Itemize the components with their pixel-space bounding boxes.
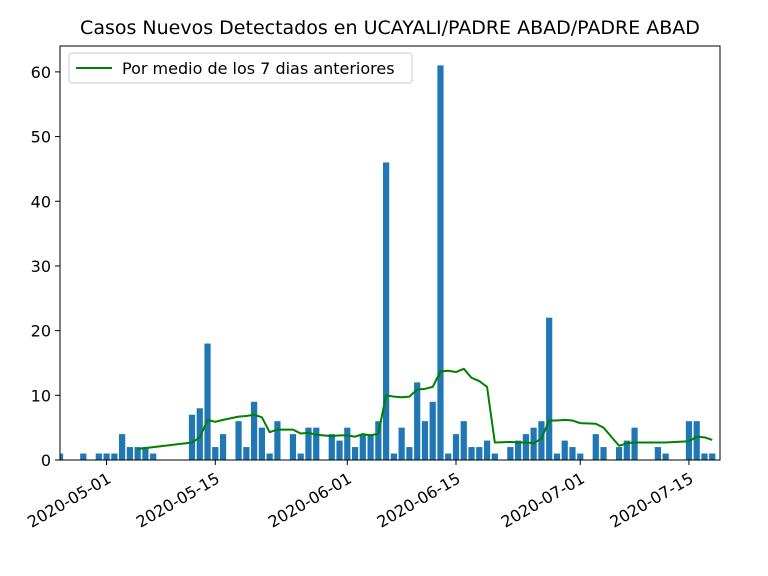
legend-box <box>68 52 413 84</box>
bar <box>546 317 553 460</box>
bar <box>80 453 87 460</box>
bar <box>344 427 351 460</box>
chart-title: Casos Nuevos Detectados en UCAYALI/PADRE… <box>80 17 700 39</box>
bar <box>468 447 475 460</box>
bar <box>119 434 126 460</box>
bar <box>709 453 716 460</box>
bar <box>297 453 304 460</box>
y-tick-label: 50 <box>31 128 51 147</box>
bar <box>398 427 405 460</box>
bar <box>134 447 141 460</box>
bar <box>313 427 320 460</box>
bar <box>351 447 359 460</box>
bar <box>359 434 366 460</box>
legend-label: Por medio de los 7 dias anteriores <box>122 59 395 78</box>
bar <box>235 421 242 460</box>
bar <box>662 453 669 460</box>
bar <box>103 453 110 460</box>
x-tick-label: 2020-06-15 <box>374 469 464 532</box>
bar <box>274 421 281 460</box>
y-tick-label: 60 <box>31 63 51 82</box>
bar <box>126 447 133 460</box>
bar <box>60 453 64 460</box>
bar <box>204 343 211 460</box>
bar <box>569 447 576 460</box>
line-group <box>137 367 713 450</box>
bar <box>219 434 227 460</box>
bar <box>553 453 561 460</box>
bar <box>390 453 397 460</box>
bar <box>693 421 700 460</box>
y-tick-label: 0 <box>41 451 51 470</box>
bar <box>437 65 444 460</box>
bar <box>452 434 460 460</box>
bar <box>515 440 522 460</box>
bar <box>328 434 335 460</box>
bar <box>460 421 467 460</box>
bar <box>212 447 219 460</box>
bar <box>491 453 498 460</box>
x-tick-label: 2020-06-01 <box>265 469 355 532</box>
y-tick-label: 30 <box>31 257 51 276</box>
legend: Por medio de los 7 dias anteriores <box>68 52 413 84</box>
bar <box>258 427 265 460</box>
bar <box>631 427 638 460</box>
x-tick-label: 2020-07-01 <box>498 469 588 532</box>
bar <box>483 440 491 460</box>
bar <box>414 382 421 460</box>
bar <box>266 453 273 460</box>
bar <box>243 447 250 460</box>
bar <box>406 447 413 460</box>
bar <box>305 427 312 460</box>
bar <box>522 434 529 460</box>
bar <box>95 453 102 460</box>
y-tick-label: 20 <box>31 322 51 341</box>
bar <box>623 440 630 460</box>
bar <box>336 440 343 460</box>
bar <box>429 401 436 460</box>
bar <box>476 447 483 460</box>
bar <box>701 453 708 460</box>
x-tick-label: 2020-07-15 <box>607 469 697 532</box>
bar <box>592 434 599 460</box>
bar <box>600 447 607 460</box>
bar <box>561 440 568 460</box>
bar <box>538 421 545 460</box>
x-axis: 2020-05-01 2020-05-15 2020-06-01 2020-06-15… <box>24 460 697 532</box>
bar <box>421 421 429 460</box>
x-tick-label: 2020-05-15 <box>133 469 223 532</box>
y-tick-label: 10 <box>31 386 51 405</box>
bar <box>654 447 661 460</box>
bar <box>615 447 623 460</box>
y-tick-label: 40 <box>31 192 51 211</box>
bar <box>577 453 584 460</box>
bar <box>188 414 196 460</box>
bar <box>251 401 258 460</box>
bar <box>289 434 297 460</box>
x-tick-label: 2020-05-01 <box>24 469 114 532</box>
bar <box>375 421 382 460</box>
bar <box>150 453 157 460</box>
plot-frame <box>59 45 721 461</box>
bar <box>383 162 390 460</box>
moving-average-line <box>137 367 713 450</box>
bar <box>507 447 514 460</box>
bar <box>142 447 149 460</box>
bars-group <box>60 65 716 460</box>
bar <box>196 408 203 460</box>
y-axis: 0 10 20 30 40 50 60 <box>31 63 60 470</box>
bar <box>445 453 452 460</box>
bar <box>367 434 374 460</box>
bar <box>111 453 118 460</box>
